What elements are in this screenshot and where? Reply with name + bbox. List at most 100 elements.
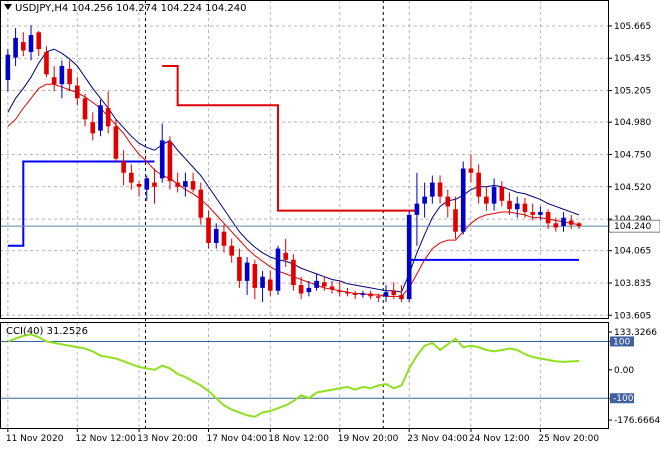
candle-body bbox=[237, 257, 242, 281]
candle-body bbox=[406, 214, 412, 300]
price-tick-label: 104.750 bbox=[614, 150, 651, 160]
candle-body bbox=[5, 54, 11, 81]
candle-body bbox=[553, 223, 559, 228]
cci-level-badge-label: 100 bbox=[613, 337, 630, 347]
candle-body bbox=[522, 203, 528, 213]
cci-title: CCI(40) 31.2526 bbox=[6, 326, 88, 337]
main-panel-frame bbox=[0, 0, 609, 319]
candle-body bbox=[360, 293, 366, 295]
lower-trail-line bbox=[7, 160, 155, 247]
collapse-triangle-icon[interactable] bbox=[4, 4, 12, 10]
candle-body bbox=[437, 182, 443, 197]
time-tick-label: 23 Nov 04:00 bbox=[407, 434, 468, 444]
candle-body bbox=[337, 290, 343, 293]
candle-body bbox=[507, 200, 512, 210]
candle-body bbox=[538, 212, 543, 215]
cci-tick-label: 0.00 bbox=[614, 366, 634, 376]
candle-body bbox=[576, 223, 582, 227]
candle-body bbox=[213, 228, 219, 243]
price-tick-label: 105.205 bbox=[614, 87, 651, 97]
candle-body bbox=[561, 217, 566, 227]
cci-panel-frame bbox=[0, 322, 609, 429]
candle-body bbox=[167, 141, 173, 182]
candle-body bbox=[144, 178, 150, 190]
candle-body bbox=[198, 189, 204, 218]
price-tick-label: 105.435 bbox=[614, 54, 651, 64]
candle-body bbox=[82, 98, 88, 120]
candle-body bbox=[291, 259, 296, 286]
cci-level-badge bbox=[610, 336, 634, 347]
cci-tick-label: 133.3266 bbox=[614, 328, 657, 338]
candle-body bbox=[314, 280, 319, 288]
candle-body bbox=[376, 296, 381, 298]
close-value: 104.240 bbox=[205, 3, 247, 14]
candle-body bbox=[545, 212, 551, 224]
candle-body bbox=[129, 172, 134, 183]
price-tick-label: 104.520 bbox=[614, 183, 651, 193]
candle-body bbox=[484, 196, 489, 204]
candle-body bbox=[329, 286, 335, 290]
candle-body bbox=[105, 108, 111, 127]
time-tick-label: 12 Nov 12:00 bbox=[75, 434, 136, 444]
candle-body bbox=[283, 252, 289, 260]
candle-body bbox=[13, 37, 18, 58]
candle-body bbox=[275, 248, 281, 291]
candle-body bbox=[491, 186, 497, 204]
candle-body bbox=[260, 276, 265, 288]
candle-body bbox=[206, 217, 211, 243]
current-price-label: 104.240 bbox=[614, 222, 651, 232]
candle-body bbox=[430, 182, 435, 197]
candle-body bbox=[28, 35, 34, 52]
candle-body bbox=[75, 85, 80, 99]
candle-body bbox=[267, 279, 273, 291]
candle-body bbox=[90, 122, 96, 134]
candle-body bbox=[121, 161, 126, 173]
time-tick-label: 18 Nov 12:00 bbox=[268, 434, 329, 444]
candle-body bbox=[44, 51, 49, 75]
candle-body bbox=[422, 196, 427, 204]
candle-body bbox=[36, 32, 42, 50]
price-tick-label: 103.835 bbox=[614, 279, 651, 289]
candle-body bbox=[345, 292, 350, 294]
time-tick-label: 19 Nov 20:00 bbox=[338, 434, 399, 444]
cci-level-badge bbox=[610, 393, 634, 404]
low-value: 104.224 bbox=[160, 3, 202, 14]
time-tick-label: 25 Nov 20:00 bbox=[538, 434, 599, 444]
candle-body bbox=[113, 126, 119, 159]
candle-body bbox=[460, 168, 466, 232]
candle-body bbox=[67, 68, 72, 85]
candle-body bbox=[306, 287, 312, 293]
candle-body bbox=[20, 42, 26, 51]
candle-body bbox=[175, 182, 180, 187]
candle-body bbox=[368, 293, 373, 297]
time-tick-label: 13 Nov 20:00 bbox=[137, 434, 198, 444]
candle-body bbox=[98, 105, 103, 131]
candle-body bbox=[352, 293, 358, 295]
candle-body bbox=[252, 264, 258, 288]
candle-body bbox=[298, 285, 304, 294]
candle-body bbox=[399, 294, 404, 300]
symbol-header: USDJPY,H4 104.256 104.274 104.224 104.24… bbox=[4, 3, 246, 14]
candle-body bbox=[391, 290, 397, 295]
candle-body bbox=[530, 212, 535, 215]
candle-body bbox=[476, 172, 481, 197]
candle-body bbox=[453, 209, 458, 232]
candle-body bbox=[136, 183, 142, 187]
time-tick-label: 11 Nov 2020 bbox=[6, 434, 64, 444]
candle-body bbox=[514, 203, 520, 210]
candle-body bbox=[51, 77, 57, 85]
candle-body bbox=[321, 282, 327, 287]
open-value: 104.256 bbox=[71, 3, 113, 14]
candle-body bbox=[445, 196, 451, 207]
price-tick-label: 104.980 bbox=[614, 118, 651, 128]
cci-line bbox=[7, 333, 580, 418]
candle-body bbox=[244, 262, 250, 281]
candle-body bbox=[190, 181, 196, 190]
candle-body bbox=[383, 292, 389, 297]
time-tick-label: 24 Nov 12:00 bbox=[469, 434, 530, 444]
candle-body bbox=[229, 245, 234, 256]
candle-body bbox=[159, 140, 165, 179]
candle-body bbox=[152, 182, 157, 187]
upper-trail-line bbox=[162, 64, 417, 212]
